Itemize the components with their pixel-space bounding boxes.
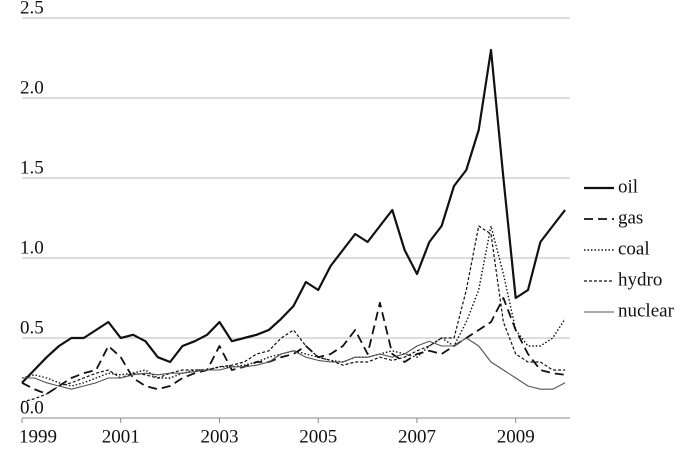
- line-series: [22, 337, 566, 390]
- line-series: [21, 225, 566, 403]
- x-tick-label: 2007: [398, 426, 436, 447]
- legend-label: coal: [618, 238, 650, 259]
- legend-label: oil: [618, 176, 638, 197]
- y-tick-label: 0.5: [20, 317, 44, 338]
- y-tick-label: 2.5: [20, 0, 44, 18]
- line-series: [21, 225, 566, 387]
- y-tick-label: 1.0: [20, 237, 44, 258]
- legend-label: hydro: [618, 269, 662, 290]
- x-tick-label: 1999: [19, 426, 57, 447]
- y-tick-label: 2.0: [20, 77, 44, 98]
- x-tick-label: 2003: [200, 426, 238, 447]
- line-series: [21, 48, 566, 384]
- x-tick-label: 2001: [102, 426, 140, 447]
- y-tick-label: 0.0: [20, 397, 44, 418]
- line-series: [21, 297, 566, 395]
- x-tick-label: 2009: [497, 426, 535, 447]
- legend-label: nuclear: [618, 300, 675, 321]
- y-tick-label: 1.5: [20, 157, 44, 178]
- legend-label: gas: [618, 207, 643, 228]
- x-tick-label: 2005: [299, 426, 337, 447]
